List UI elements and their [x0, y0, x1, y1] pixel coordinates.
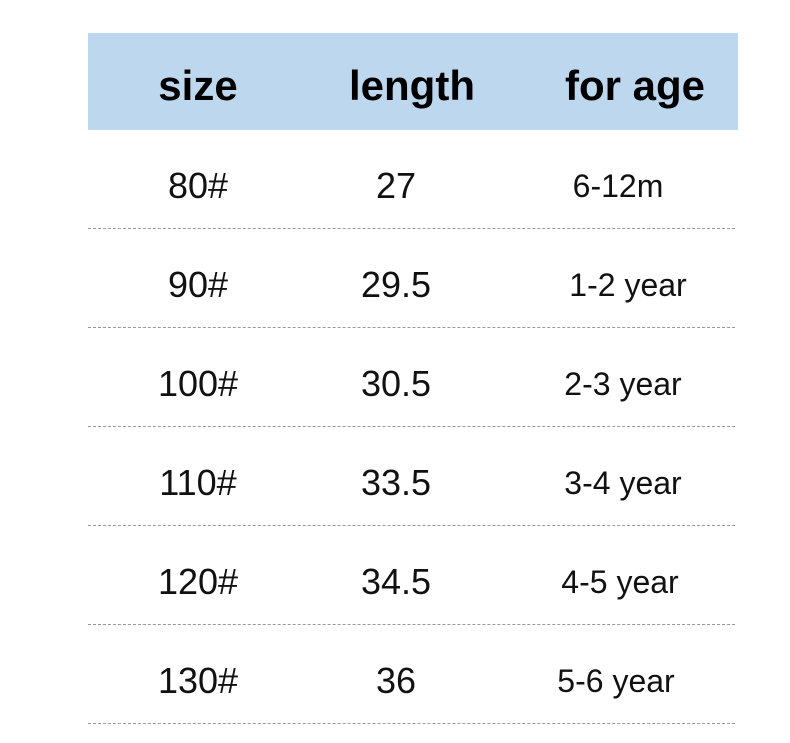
table-header: size length for age: [88, 33, 738, 130]
header-size: size: [158, 62, 238, 109]
header-length: length: [349, 62, 475, 109]
table-row: 80# 27 6-12m: [88, 130, 738, 229]
row-divider: [88, 624, 735, 625]
size-cell: 130#: [157, 660, 239, 701]
table-row: 120# 34.5 4-5 year: [88, 526, 738, 625]
age-cell: 4-5 year: [561, 564, 679, 600]
row-divider: [88, 525, 735, 526]
size-cell: 110#: [159, 462, 237, 503]
length-cell: 30.5: [360, 363, 432, 404]
age-cell: 6-12m: [572, 168, 664, 204]
age-cell: 1-2 year: [569, 267, 687, 303]
header-age: for age: [564, 62, 706, 109]
length-cell: 27: [375, 165, 417, 206]
row-divider: [88, 327, 735, 328]
table-row: 90# 29.5 1-2 year: [88, 229, 738, 328]
row-divider: [88, 723, 735, 724]
size-cell: 120#: [157, 561, 239, 602]
size-cell: 100#: [157, 363, 239, 404]
age-cell: 5-6 year: [557, 663, 675, 699]
row-divider: [88, 426, 735, 427]
length-cell: 36: [375, 660, 417, 701]
length-cell: 33.5: [360, 462, 432, 503]
length-cell: 34.5: [360, 561, 432, 602]
length-cell: 29.5: [360, 264, 432, 305]
size-cell: 90#: [167, 264, 229, 305]
age-cell: 3-4 year: [564, 465, 682, 501]
table-row: 100# 30.5 2-3 year: [88, 328, 738, 427]
row-divider: [88, 228, 735, 229]
table-row: 110# 33.5 3-4 year: [88, 427, 738, 526]
table-row: 130# 36 5-6 year: [88, 625, 738, 724]
size-cell: 80#: [167, 165, 229, 206]
age-cell: 2-3 year: [564, 366, 682, 402]
